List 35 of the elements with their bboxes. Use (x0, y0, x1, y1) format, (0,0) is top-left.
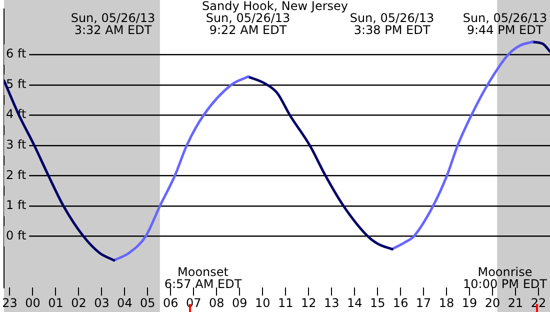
x-tick-label: 20 (484, 296, 500, 310)
x-tick-label: 15 (370, 296, 386, 310)
annotation: Sun, 05/26/13 3:32 AM EDT (70, 11, 156, 38)
x-tick-label: 09 (232, 296, 248, 310)
x-tick-label: 16 (392, 296, 408, 310)
annotation: Moonset 6:57 AM EDT (164, 265, 242, 292)
x-tick-label: 12 (300, 296, 316, 310)
x-tick-label: 18 (438, 296, 454, 310)
x-tick-label: 02 (71, 296, 86, 310)
x-tick-label: 04 (117, 296, 132, 310)
x-tick-label: 10 (254, 296, 270, 310)
x-tick-label: 11 (278, 296, 294, 310)
x-tick-label: 22 (530, 296, 546, 310)
annotation: Sun, 05/26/13 3:38 PM EDT (350, 11, 434, 38)
x-tick-label: 23 (2, 296, 18, 310)
x-tick-label: 14 (346, 296, 362, 310)
y-tick-label: 6 ft (6, 46, 26, 61)
x-tick-label: 06 (163, 296, 178, 310)
x-tick-label: 03 (94, 296, 110, 310)
x-tick-label: 13 (324, 296, 340, 310)
annotation: Moonrise 10:00 PM EDT (463, 265, 548, 292)
x-tick-label: 19 (462, 296, 478, 310)
annotation: Sun, 05/26/13 9:44 PM EDT (462, 11, 548, 38)
chart-title: Sandy Hook, New Jersey (202, 0, 348, 14)
y-tick-label: 2 ft (6, 168, 26, 182)
x-tick-label: 21 (508, 296, 524, 310)
x-tick-label: 05 (140, 296, 156, 310)
x-tick-label: 17 (416, 296, 432, 310)
y-tick-label: 1 ft (6, 198, 26, 212)
x-tick-label: 08 (209, 296, 224, 310)
x-tick-label: 00 (25, 296, 40, 310)
x-tick-label: 01 (48, 296, 64, 310)
y-tick-label: 3 ft (6, 138, 26, 152)
y-tick-label: 0 ft (6, 228, 26, 242)
annotation: Sun, 05/26/13 9:22 AM EDT (206, 11, 290, 38)
